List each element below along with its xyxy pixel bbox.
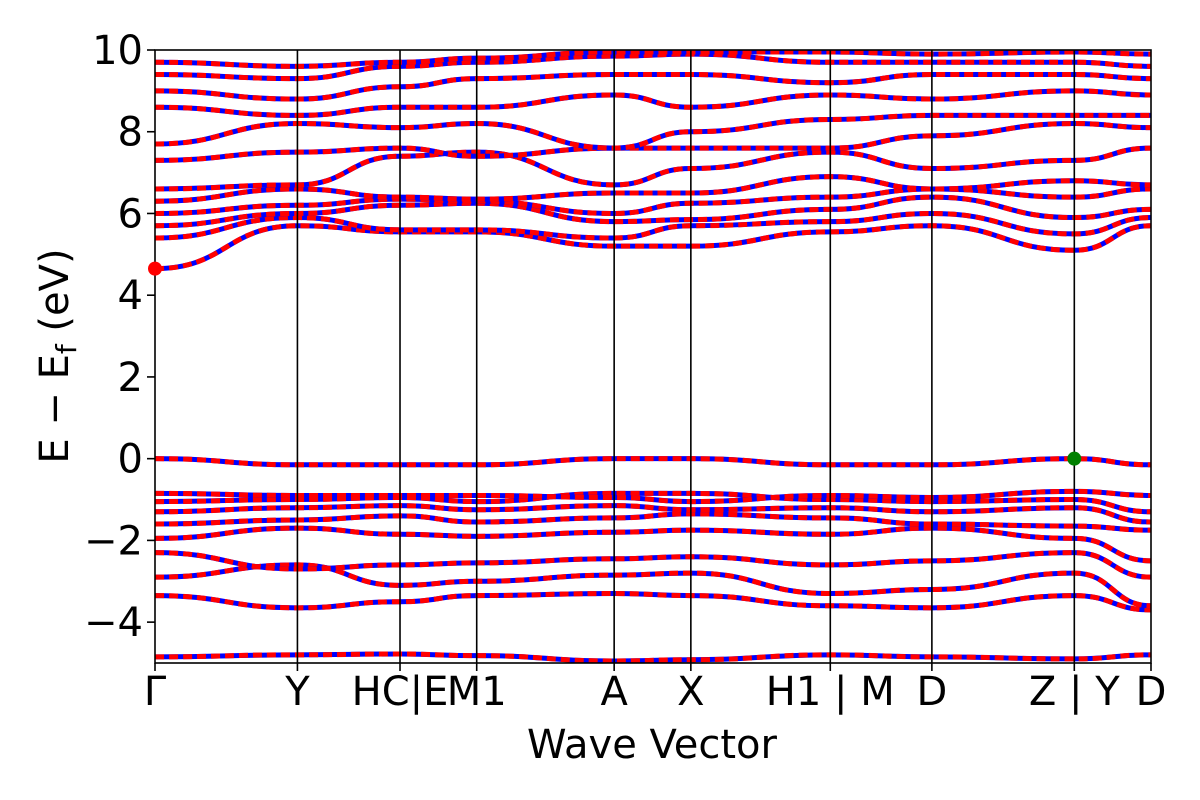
- band-1-spin-down: [155, 651, 1151, 663]
- x-tick-label-9: Z | Y: [1029, 669, 1120, 715]
- y-axis-ticks-group: −4 −2 0 2 4 6 8 10: [84, 28, 155, 646]
- band-19-spin-down: [155, 88, 1151, 118]
- y-tick-label-6: 6: [118, 191, 143, 237]
- band-2-spin-up: [155, 591, 1151, 613]
- x-tick-label-8: D: [916, 669, 947, 715]
- y-axis-label-subscript: f: [50, 343, 83, 354]
- band-22-spin-up: [155, 50, 1151, 69]
- vbm-marker: [1067, 451, 1082, 466]
- x-tick-label-1: Γ: [144, 669, 167, 715]
- x-tick-label-6: X: [677, 669, 704, 715]
- band-19-spin-up: [155, 88, 1151, 118]
- x-tick-label-3: HC|E: [352, 669, 449, 715]
- x-axis-ticks-group: Γ Y HC|EM1 A X H1 | M D Z | Y D: [144, 663, 1167, 715]
- y-tick-label-2: −2: [84, 518, 143, 564]
- band-21-spin-up: [155, 51, 1151, 82]
- y-axis-label-main: E − E: [32, 354, 78, 464]
- band-8-spin-up: [155, 490, 1151, 515]
- extrema-markers-group: [148, 261, 1082, 466]
- band-18-spin-up: [155, 112, 1151, 151]
- band-4-spin-up: [155, 550, 1151, 580]
- y-tick-label-4: 2: [118, 355, 143, 401]
- band-10-spin-up: [155, 456, 1151, 468]
- x-tick-label-2: Y: [284, 669, 310, 715]
- y-tick-label-3: 0: [118, 437, 143, 483]
- band-5-spin-up: [155, 525, 1151, 564]
- band-7-spin-up: [155, 503, 1151, 525]
- y-tick-label-7: 8: [118, 110, 143, 156]
- plot-frame: [154, 49, 1152, 664]
- band-11-spin-up: [155, 223, 1151, 272]
- x-axis-label: Wave Vector: [527, 722, 778, 768]
- band-20-spin-up: [155, 72, 1151, 102]
- bands-group: [155, 50, 1151, 663]
- band-12-spin-up: [155, 210, 1151, 241]
- x-tick-label-7: H1 | M: [766, 669, 895, 715]
- y-tick-label-1: −4: [84, 600, 143, 646]
- band-3-spin-up: [155, 562, 1151, 609]
- y-tick-label-5: 4: [118, 273, 143, 319]
- band-14-spin-up: [155, 186, 1151, 216]
- band-15-spin-down: [155, 174, 1151, 204]
- y-axis-label: E − Ef (eV): [32, 248, 83, 463]
- kpoint-lines-group: [296, 50, 1076, 663]
- band-17-spin-up: [155, 121, 1151, 163]
- band-13-spin-up: [155, 194, 1151, 229]
- x-tick-label-5: A: [600, 669, 628, 715]
- svg-text:E − Ef (eV): E − Ef (eV): [32, 248, 83, 463]
- band-16-spin-up: [155, 145, 1151, 192]
- cbm-marker: [148, 261, 162, 276]
- x-tick-label-10: D: [1136, 669, 1167, 715]
- y-tick-label-8: 10: [92, 28, 143, 74]
- band-9-spin-down: [155, 488, 1151, 505]
- x-tick-label-4: M1: [447, 669, 507, 715]
- band-15-spin-up: [155, 174, 1151, 204]
- band-6-spin-up: [155, 511, 1151, 533]
- y-axis-label-unit: (eV): [32, 248, 78, 344]
